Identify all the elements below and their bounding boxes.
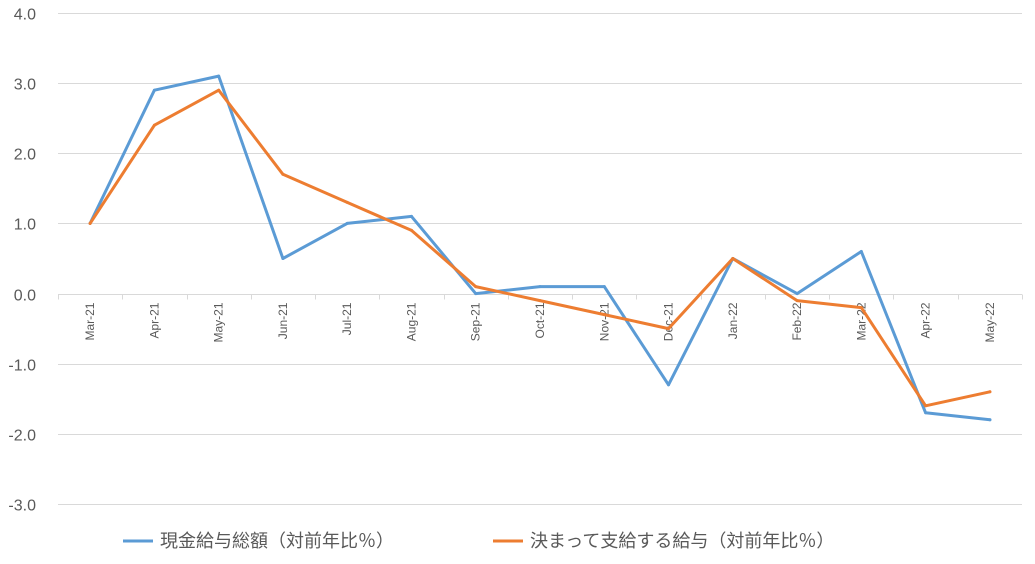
- x-tick-label: Apr-22: [919, 302, 933, 338]
- data-point: [281, 172, 285, 176]
- series-lines: [88, 74, 992, 422]
- data-point: [281, 257, 285, 260]
- x-tick-label: Apr-21: [147, 302, 161, 338]
- data-point: [474, 285, 478, 289]
- x-tick-label: Jan-22: [726, 302, 740, 339]
- data-point: [924, 404, 928, 408]
- x-tick-label: Dec-21: [662, 302, 676, 341]
- data-point: [152, 123, 156, 127]
- data-point: [538, 299, 542, 303]
- y-tick-label: 1.0: [14, 217, 36, 234]
- data-point: [410, 214, 413, 218]
- x-tick-label: Mar-21: [83, 302, 97, 340]
- y-tick-label: -1.0: [8, 358, 36, 375]
- y-axis-tick-labels: 4.0 3.0 2.0 1.0 0.0 -1.0 -2.0 -3.0: [8, 7, 36, 515]
- data-point: [345, 221, 349, 225]
- legend: 現金給与総額（対前年比％） 決まって支給する給与（対前年比％）: [123, 531, 834, 552]
- x-tick-label: May-22: [983, 302, 997, 342]
- x-tick-label: May-21: [212, 302, 226, 342]
- data-point: [602, 285, 606, 289]
- y-tick-label: 0.0: [14, 288, 36, 305]
- x-tick-label: Jul-21: [340, 302, 354, 335]
- data-point: [538, 285, 542, 289]
- data-point: [924, 411, 928, 415]
- data-point: [345, 200, 349, 204]
- series-line-2: [88, 88, 992, 408]
- data-point: [795, 292, 799, 296]
- data-point: [731, 257, 735, 260]
- x-tick-label: Sep-21: [469, 302, 483, 341]
- data-point: [152, 88, 156, 92]
- data-point: [859, 306, 863, 310]
- y-tick-label: 2.0: [14, 147, 36, 164]
- gridlines: [58, 13, 1022, 505]
- data-point: [859, 250, 863, 253]
- legend-label: 現金給与総額（対前年比％）: [160, 531, 394, 552]
- data-point: [988, 390, 992, 394]
- y-tick-label: -3.0: [8, 498, 36, 515]
- x-tick-label: Aug-21: [404, 302, 418, 341]
- data-point: [88, 221, 92, 225]
- data-point: [667, 383, 670, 387]
- y-tick-label: 4.0: [14, 7, 36, 24]
- data-point: [602, 313, 606, 317]
- legend-label: 決まって支給する給与（対前年比％）: [530, 531, 834, 552]
- data-point: [217, 74, 221, 78]
- data-point: [474, 292, 478, 296]
- data-point: [217, 88, 221, 92]
- x-tick-label: Nov-21: [597, 302, 611, 341]
- y-tick-label: 3.0: [14, 77, 36, 94]
- data-point: [410, 228, 413, 232]
- data-point: [988, 418, 992, 422]
- y-tick-label: -2.0: [8, 428, 36, 445]
- series-line-1: [88, 74, 992, 422]
- x-tick-label: Oct-21: [533, 302, 547, 338]
- x-axis: Mar-21 Apr-21 May-21 Jun-21 Jul-21 Aug-21 Sep-…: [58, 294, 1023, 343]
- x-tick-label: Jun-21: [276, 302, 290, 339]
- data-point: [795, 299, 799, 303]
- x-tick-label: Feb-22: [790, 302, 804, 340]
- data-point: [667, 327, 670, 331]
